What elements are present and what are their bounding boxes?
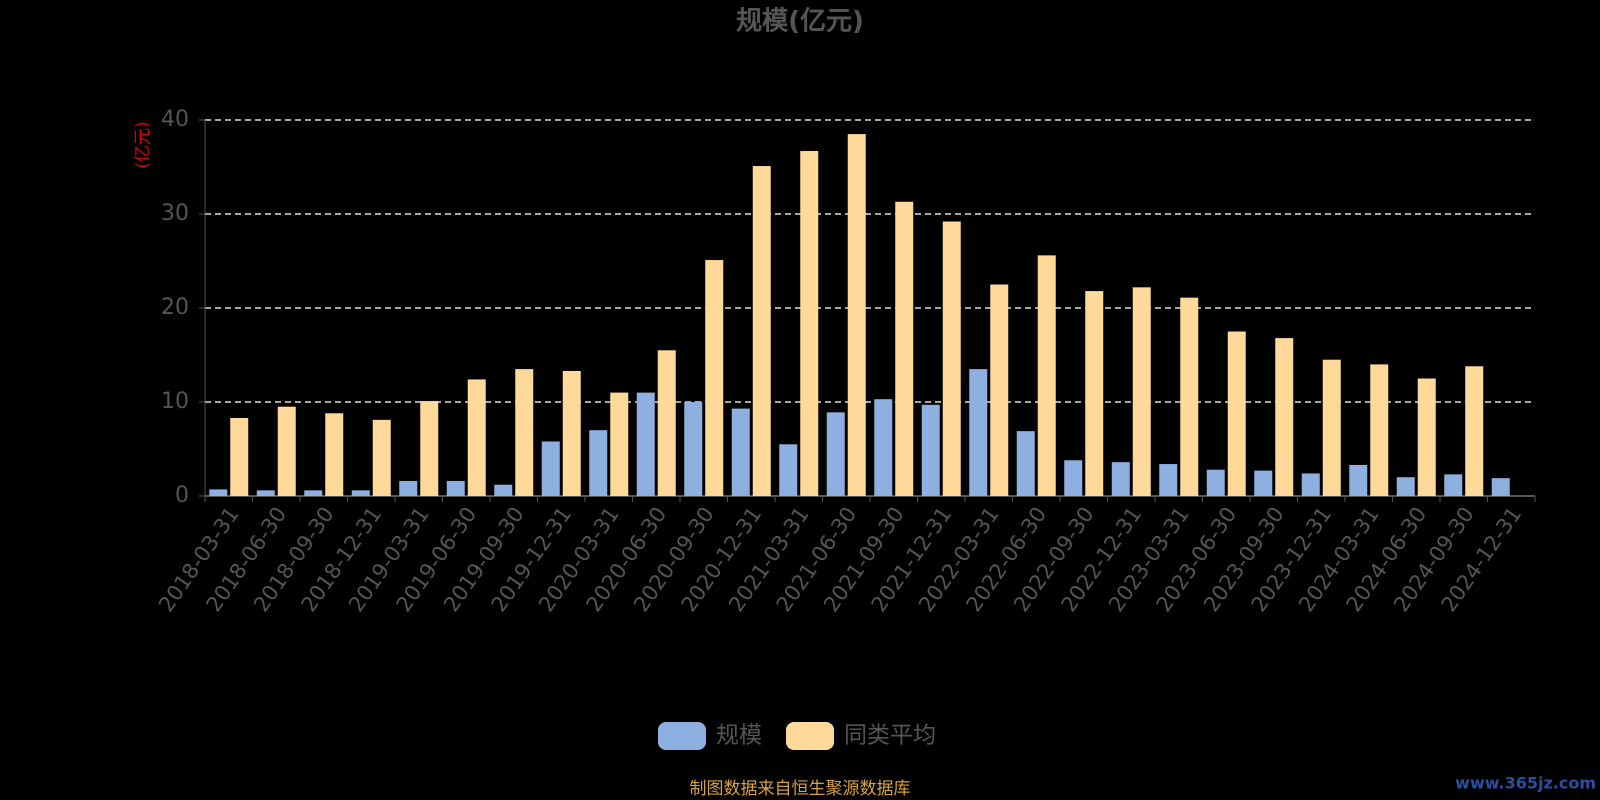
bar xyxy=(969,369,988,496)
bar xyxy=(942,221,961,496)
bar xyxy=(921,404,940,496)
bar xyxy=(1111,462,1130,496)
bar xyxy=(515,369,534,496)
y-tick-label: 0 xyxy=(175,483,189,508)
bar xyxy=(705,260,724,496)
bar xyxy=(1016,431,1035,496)
bar xyxy=(325,413,344,496)
legend-label: 同类平均 xyxy=(844,723,936,749)
y-tick-label: 10 xyxy=(161,389,189,414)
bar xyxy=(304,490,323,496)
bar xyxy=(990,284,1009,496)
bar xyxy=(230,417,249,496)
bar xyxy=(1159,464,1178,496)
bar xyxy=(420,401,439,496)
bar xyxy=(467,379,486,496)
bar xyxy=(874,399,893,496)
bar xyxy=(1180,297,1199,496)
bar xyxy=(1301,473,1320,496)
bar xyxy=(351,490,370,496)
bar xyxy=(1491,478,1510,496)
chart-title: 规模(亿元) xyxy=(736,7,864,37)
legend-label: 规模 xyxy=(716,723,762,749)
bar xyxy=(399,480,418,496)
bar xyxy=(752,166,771,496)
bar xyxy=(494,484,513,496)
bar xyxy=(657,350,676,496)
bar xyxy=(610,392,629,496)
bar xyxy=(895,201,914,496)
bar xyxy=(1254,470,1273,496)
bar xyxy=(1322,359,1341,496)
y-tick-label: 30 xyxy=(161,201,189,226)
legend-swatch xyxy=(658,722,706,750)
bar xyxy=(800,151,819,496)
bar xyxy=(541,441,560,496)
bar xyxy=(1037,255,1056,496)
bar xyxy=(372,419,391,496)
bar xyxy=(589,430,608,496)
bar xyxy=(1417,378,1436,496)
bar xyxy=(562,370,581,496)
y-tick-label: 20 xyxy=(161,295,189,320)
y-tick-label: 40 xyxy=(161,107,189,132)
source-note: 制图数据来自恒生聚源数据库 xyxy=(690,779,911,799)
bar xyxy=(1349,464,1368,496)
bar xyxy=(1206,469,1225,496)
bar xyxy=(779,444,798,496)
bar xyxy=(847,134,866,496)
bar xyxy=(1085,291,1104,496)
watermark: www.365jz.com xyxy=(1455,774,1596,793)
legend-swatch xyxy=(786,722,834,750)
bar xyxy=(256,490,275,496)
bar xyxy=(209,489,228,496)
bar xyxy=(1132,287,1151,496)
bar xyxy=(1444,474,1463,496)
bar xyxy=(636,392,655,496)
bar xyxy=(1227,331,1246,496)
bar xyxy=(684,402,703,496)
bar xyxy=(1275,338,1294,496)
y-axis-label: (亿元) xyxy=(133,121,153,168)
bar xyxy=(446,480,465,496)
bar xyxy=(1396,477,1415,496)
bar xyxy=(1064,460,1083,496)
bar xyxy=(1465,366,1484,496)
bar xyxy=(1370,364,1389,496)
bar xyxy=(731,408,750,496)
bar xyxy=(826,412,845,496)
bar xyxy=(277,406,296,496)
